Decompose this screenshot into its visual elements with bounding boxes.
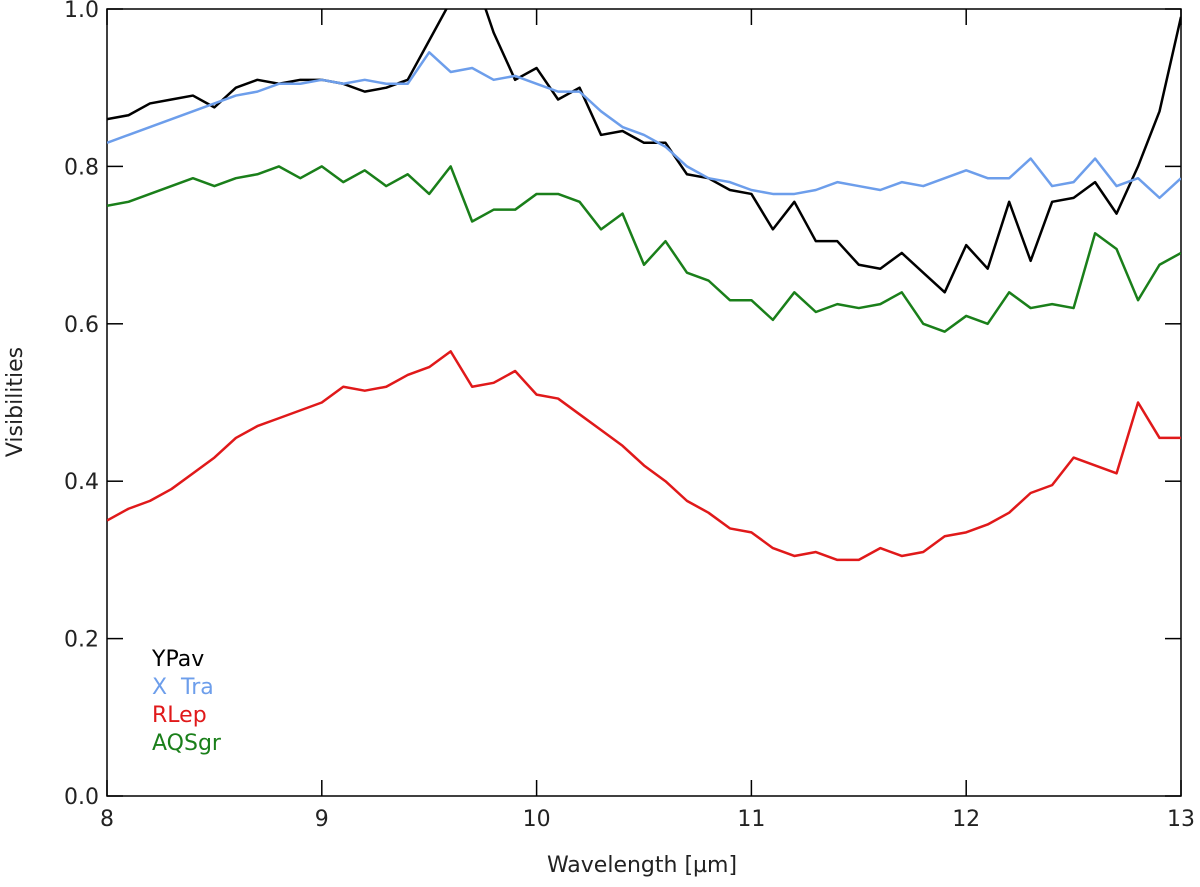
y-tick-label: 1.0	[64, 0, 99, 23]
x-tick-label: 9	[315, 807, 329, 832]
y-tick-label: 0.8	[64, 155, 99, 180]
legend-label: X Tra	[152, 675, 214, 700]
series-line	[107, 165, 1181, 333]
x-tick-label: 11	[737, 807, 765, 832]
series-line	[107, 9, 1181, 294]
x-axis-label: Wavelength [µm]	[547, 853, 737, 878]
lines	[107, 9, 1181, 562]
y-tick-label: 0.6	[64, 313, 99, 338]
series-line	[107, 51, 1181, 200]
x-tick-label: 10	[523, 807, 551, 832]
x-tick-label: 13	[1167, 807, 1195, 832]
y-axis-label: Visibilities	[3, 347, 28, 457]
y-tick-label: 0.2	[64, 628, 99, 653]
plot-frame	[106, 8, 1182, 797]
legend-label: AQSgr	[152, 731, 222, 756]
legend-label: YPav	[151, 647, 204, 672]
y-tick-label: 0.4	[64, 470, 99, 495]
x-tick-label: 8	[100, 807, 114, 832]
series-line	[107, 350, 1181, 562]
legend-label: RLep	[152, 703, 207, 728]
x-tick-label: 12	[952, 807, 980, 832]
y-tick-label: 0.0	[64, 785, 99, 810]
